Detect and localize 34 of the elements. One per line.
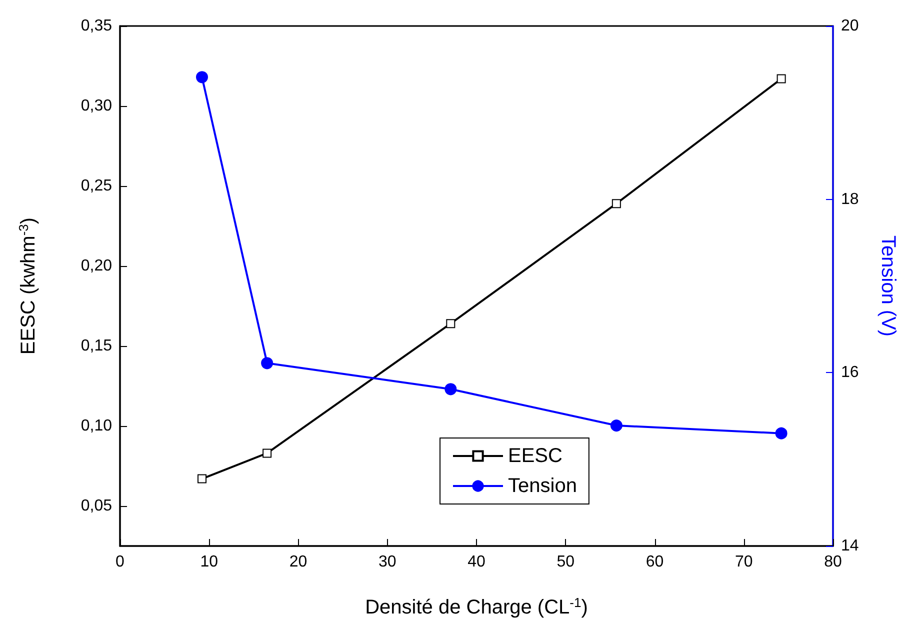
x-tick-label: 50 [556, 554, 575, 570]
x-tick-label: 60 [646, 554, 664, 570]
y2-tick-label: 20 [841, 18, 859, 34]
y-tick-label: 0,10 [80, 418, 112, 434]
x-tick-label: 40 [468, 554, 486, 570]
y-tick-label: 0,35 [80, 18, 112, 34]
point [776, 74, 786, 84]
x-tick-label: 80 [824, 554, 842, 570]
point [446, 319, 456, 328]
y-tick-label: 0,30 [80, 98, 112, 114]
y2-tick-label: 14 [841, 538, 859, 554]
x-tick-label: 10 [200, 554, 218, 570]
x-tick-label: 0 [116, 554, 125, 570]
point [610, 420, 622, 432]
point [196, 71, 208, 84]
x-tick-label: 20 [289, 554, 308, 570]
point [262, 448, 272, 458]
y2-tick-label: 18 [841, 190, 859, 208]
legend-label: EESC [508, 445, 562, 467]
y2-tick-label: 16 [841, 364, 859, 382]
point [261, 357, 274, 370]
point [775, 427, 788, 440]
legend-label: Tension [508, 475, 577, 497]
y-tick-label: 0,25 [80, 178, 112, 194]
x-tick-label: 70 [734, 554, 753, 570]
point [197, 474, 206, 484]
x-tick-label: 30 [378, 554, 396, 570]
y-tick-label: 0,15 [80, 338, 112, 354]
y2-axis-title: Tension (V) [877, 235, 899, 337]
y-axis-title: EESC (kwhm-3) [16, 217, 40, 355]
y-tick-label: 0,05 [80, 498, 112, 514]
y-tick-label: 0,20 [80, 258, 112, 274]
point [444, 383, 457, 396]
point [612, 199, 621, 208]
